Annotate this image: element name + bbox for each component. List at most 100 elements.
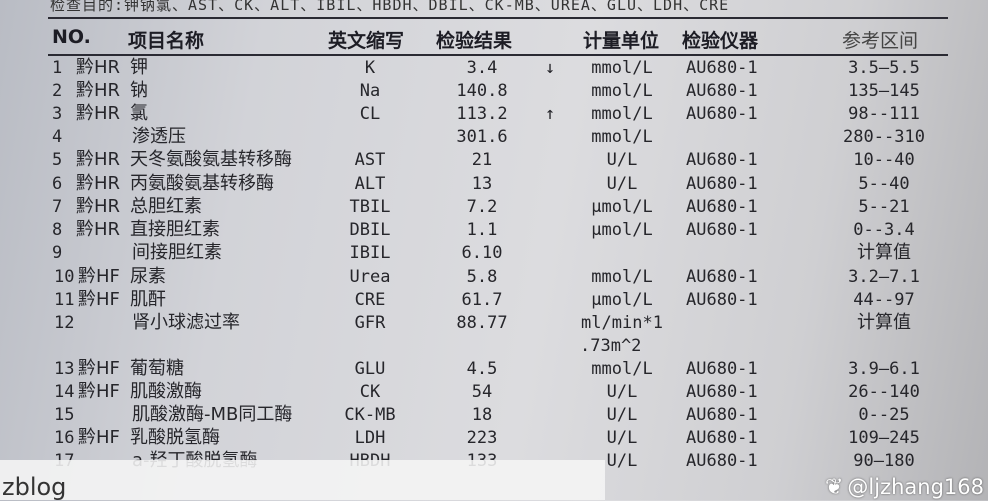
table-row: 7 黔HR 总胆红素 TBIL 7.2 μmol/L AU680-1 5--21: [0, 197, 988, 220]
row-name: 肌酸激酶: [130, 381, 202, 402]
row-range: 计算值: [857, 242, 911, 263]
row-unit: U/L: [606, 150, 638, 170]
row-name: 葡萄糖: [130, 358, 184, 379]
header-no: NO.: [52, 26, 91, 48]
table-row: 6 黔HR 丙氨酸氨基转移酶 ALT 13 U/L AU680-1 5--40: [0, 174, 988, 197]
row-result: 13: [471, 174, 493, 194]
row-range: 26--140: [848, 382, 920, 402]
row-no: 4: [52, 127, 63, 147]
row-no: 5: [52, 150, 63, 170]
row-instrument: AU680-1: [686, 290, 758, 310]
table-row: 13 黔HF 葡萄糖 GLU 4.5 mmol/L AU680-1 3.9—6.1: [0, 359, 988, 382]
row-abbr: Urea: [349, 267, 391, 287]
row-name: 肾小球滤过率: [132, 312, 240, 333]
table-row: 10 黔HF 尿素 Urea 5.8 mmol/L AU680-1 3.2—7.1: [0, 267, 988, 290]
row-unit: ml/min*1: [581, 313, 663, 333]
row-abbr: K: [364, 58, 376, 78]
row-abbr: ALT: [354, 174, 386, 194]
row-instrument: AU680-1: [686, 382, 758, 402]
row-range: 98--111: [848, 104, 920, 124]
row-result: 21: [471, 150, 493, 170]
row-range: 5--40: [858, 174, 910, 194]
row-result: 113.2: [456, 104, 508, 124]
row-no: 3: [52, 104, 63, 124]
row-abbr: CL: [359, 104, 381, 124]
row-abbr: CRE: [354, 290, 386, 310]
row-no: 16: [54, 428, 75, 448]
row-range: 计算值: [857, 312, 911, 333]
row-unit: U/L: [606, 174, 638, 194]
row-abbr: TBIL: [349, 197, 391, 217]
row-unit: U/L: [606, 428, 638, 448]
watermark-left: zblog: [2, 473, 67, 501]
row-no: 10: [54, 267, 75, 287]
table-row: 5 黔HR 天冬氨酸氨基转移酶 AST 21 U/L AU680-1 10--40: [0, 150, 988, 173]
row-flag: ↓: [544, 58, 556, 78]
row-name: 尿素: [130, 266, 166, 287]
row-no: 13: [54, 359, 75, 379]
row-range: 44--97: [853, 290, 915, 310]
row-prefix: 黔HF: [78, 427, 120, 448]
table-row: 4 渗透压 301.6 mmol/L 280--310: [0, 127, 988, 150]
row-abbr: DBIL: [349, 220, 391, 240]
row-instrument: AU680-1: [686, 58, 758, 78]
row-unit: μmol/L: [591, 290, 653, 310]
row-name: 丙氨酸氨基转移酶: [130, 173, 274, 194]
row-prefix: 黔HR: [76, 57, 121, 78]
row-name: 直接胆红素: [130, 219, 220, 240]
row-range: 109—245: [848, 428, 920, 448]
row-unit: U/L: [606, 382, 638, 402]
header-instrument: 检验仪器: [682, 30, 759, 52]
row-name: 乳酸脱氢酶: [130, 427, 220, 448]
row-unit: mmol/L: [591, 267, 653, 287]
row-range: 3.5—5.5: [848, 58, 920, 78]
table-row: 1 黔HR 钾 K 3.4 ↓ mmol/L AU680-1 3.5—5.5: [0, 58, 988, 81]
row-prefix: 黔HR: [76, 219, 121, 240]
row-unit: μmol/L: [591, 197, 653, 217]
row-abbr: LDH: [354, 428, 386, 448]
row-no: 12: [54, 313, 75, 333]
row-abbr: CK-MB: [344, 405, 396, 425]
row-prefix: 黔HF: [78, 289, 120, 310]
row-range: 280--310: [843, 127, 925, 147]
row-name: 钠: [130, 80, 148, 101]
row-no: 7: [52, 197, 63, 217]
row-name: 渗透压: [132, 126, 186, 147]
table-row: 12 肾小球滤过率 GFR 88.77 ml/min*1 计算值 .73m^2: [0, 312, 988, 357]
row-prefix: 黔HF: [78, 381, 120, 402]
row-unit: mmol/L: [591, 359, 653, 379]
table-row: 16 黔HF 乳酸脱氢酶 LDH 223 U/L AU680-1 109—245: [0, 428, 988, 451]
row-range: 3.2—7.1: [848, 267, 920, 287]
row-result: 88.77: [456, 313, 508, 333]
row-result: 301.6: [456, 127, 508, 147]
row-instrument: AU680-1: [686, 359, 758, 379]
row-instrument: AU680-1: [686, 451, 758, 471]
row-range: 10--40: [853, 150, 915, 170]
row-abbr: CK: [359, 382, 381, 402]
row-name: 钾: [130, 57, 148, 78]
row-name: 天冬氨酸氨基转移酶: [130, 149, 292, 170]
row-instrument: AU680-1: [686, 174, 758, 194]
row-result: 3.4: [466, 58, 498, 78]
row-name: 肌酐: [130, 289, 166, 310]
row-prefix: 黔HR: [76, 173, 121, 194]
row-prefix: 黔HR: [76, 80, 121, 101]
row-result: 223: [466, 428, 498, 448]
row-range: 90—180: [853, 451, 915, 471]
row-prefix: 黔HR: [76, 103, 121, 124]
row-unit: U/L: [606, 405, 638, 425]
row-unit: μmol/L: [591, 220, 653, 240]
row-abbr: AST: [354, 150, 386, 170]
row-range: 3.9—6.1: [848, 359, 920, 379]
row-instrument: AU680-1: [686, 220, 758, 240]
leaf-logo-icon: ❦: [824, 475, 844, 500]
table-row: 2 黔HR 钠 Na 140.8 mmol/L AU680-1 135—145: [0, 81, 988, 104]
row-prefix: 黔HR: [76, 149, 121, 170]
row-result: 54: [471, 382, 493, 402]
row-unit-cont: .73m^2: [580, 336, 642, 356]
row-no: 11: [54, 290, 75, 310]
row-result: 4.5: [466, 359, 498, 379]
row-result: 6.10: [461, 243, 503, 263]
row-result: 5.8: [466, 267, 498, 287]
table-row: 15 肌酸激酶-MB同工酶 CK-MB 18 U/L AU680-1 0--25: [0, 405, 988, 428]
